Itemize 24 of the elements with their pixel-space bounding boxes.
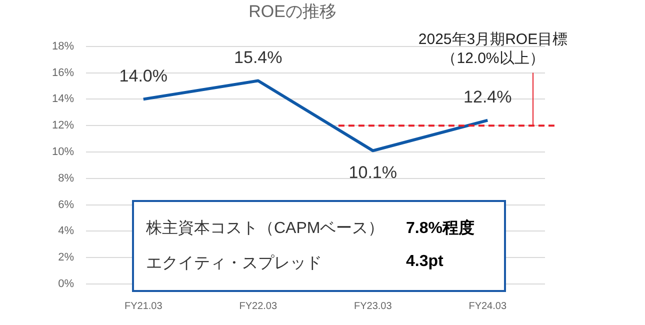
- x-tick-label: FY23.03: [354, 300, 392, 312]
- y-tick-label: 6%: [58, 198, 74, 211]
- annotation: 4.3pt: [406, 253, 444, 272]
- annotation: エクイティ・スプレッド: [146, 254, 323, 274]
- y-tick-label: 18%: [52, 40, 74, 52]
- annotation: 7.8%程度: [406, 218, 476, 239]
- y-tick-label: 14%: [52, 93, 74, 106]
- y-tick-label: 12%: [52, 120, 74, 132]
- x-tick-label: FY22.03: [239, 300, 278, 312]
- chart-title: ROEの推移: [248, 2, 336, 21]
- y-tick-label: 10%: [52, 146, 74, 158]
- data-label: 15.4%: [234, 48, 282, 67]
- y-tick-label: 4%: [58, 225, 74, 238]
- x-tick-label: FY24.03: [468, 300, 507, 312]
- y-tick-label: 2%: [58, 252, 74, 264]
- data-label: 14.0%: [119, 66, 168, 86]
- ref-line-label: 2025年3月期ROE目標（12.0%以上）: [418, 31, 568, 68]
- annotation: 株主資本コスト（CAPMベース）: [146, 218, 386, 239]
- y-tick-label: 0%: [58, 278, 74, 290]
- data-label: 10.1%: [348, 162, 397, 182]
- data-label: 12.4%: [464, 88, 512, 107]
- y-tick-label: 8%: [58, 172, 74, 184]
- y-tick-label: 16%: [52, 66, 74, 79]
- x-tick-label: FY21.03: [124, 300, 163, 312]
